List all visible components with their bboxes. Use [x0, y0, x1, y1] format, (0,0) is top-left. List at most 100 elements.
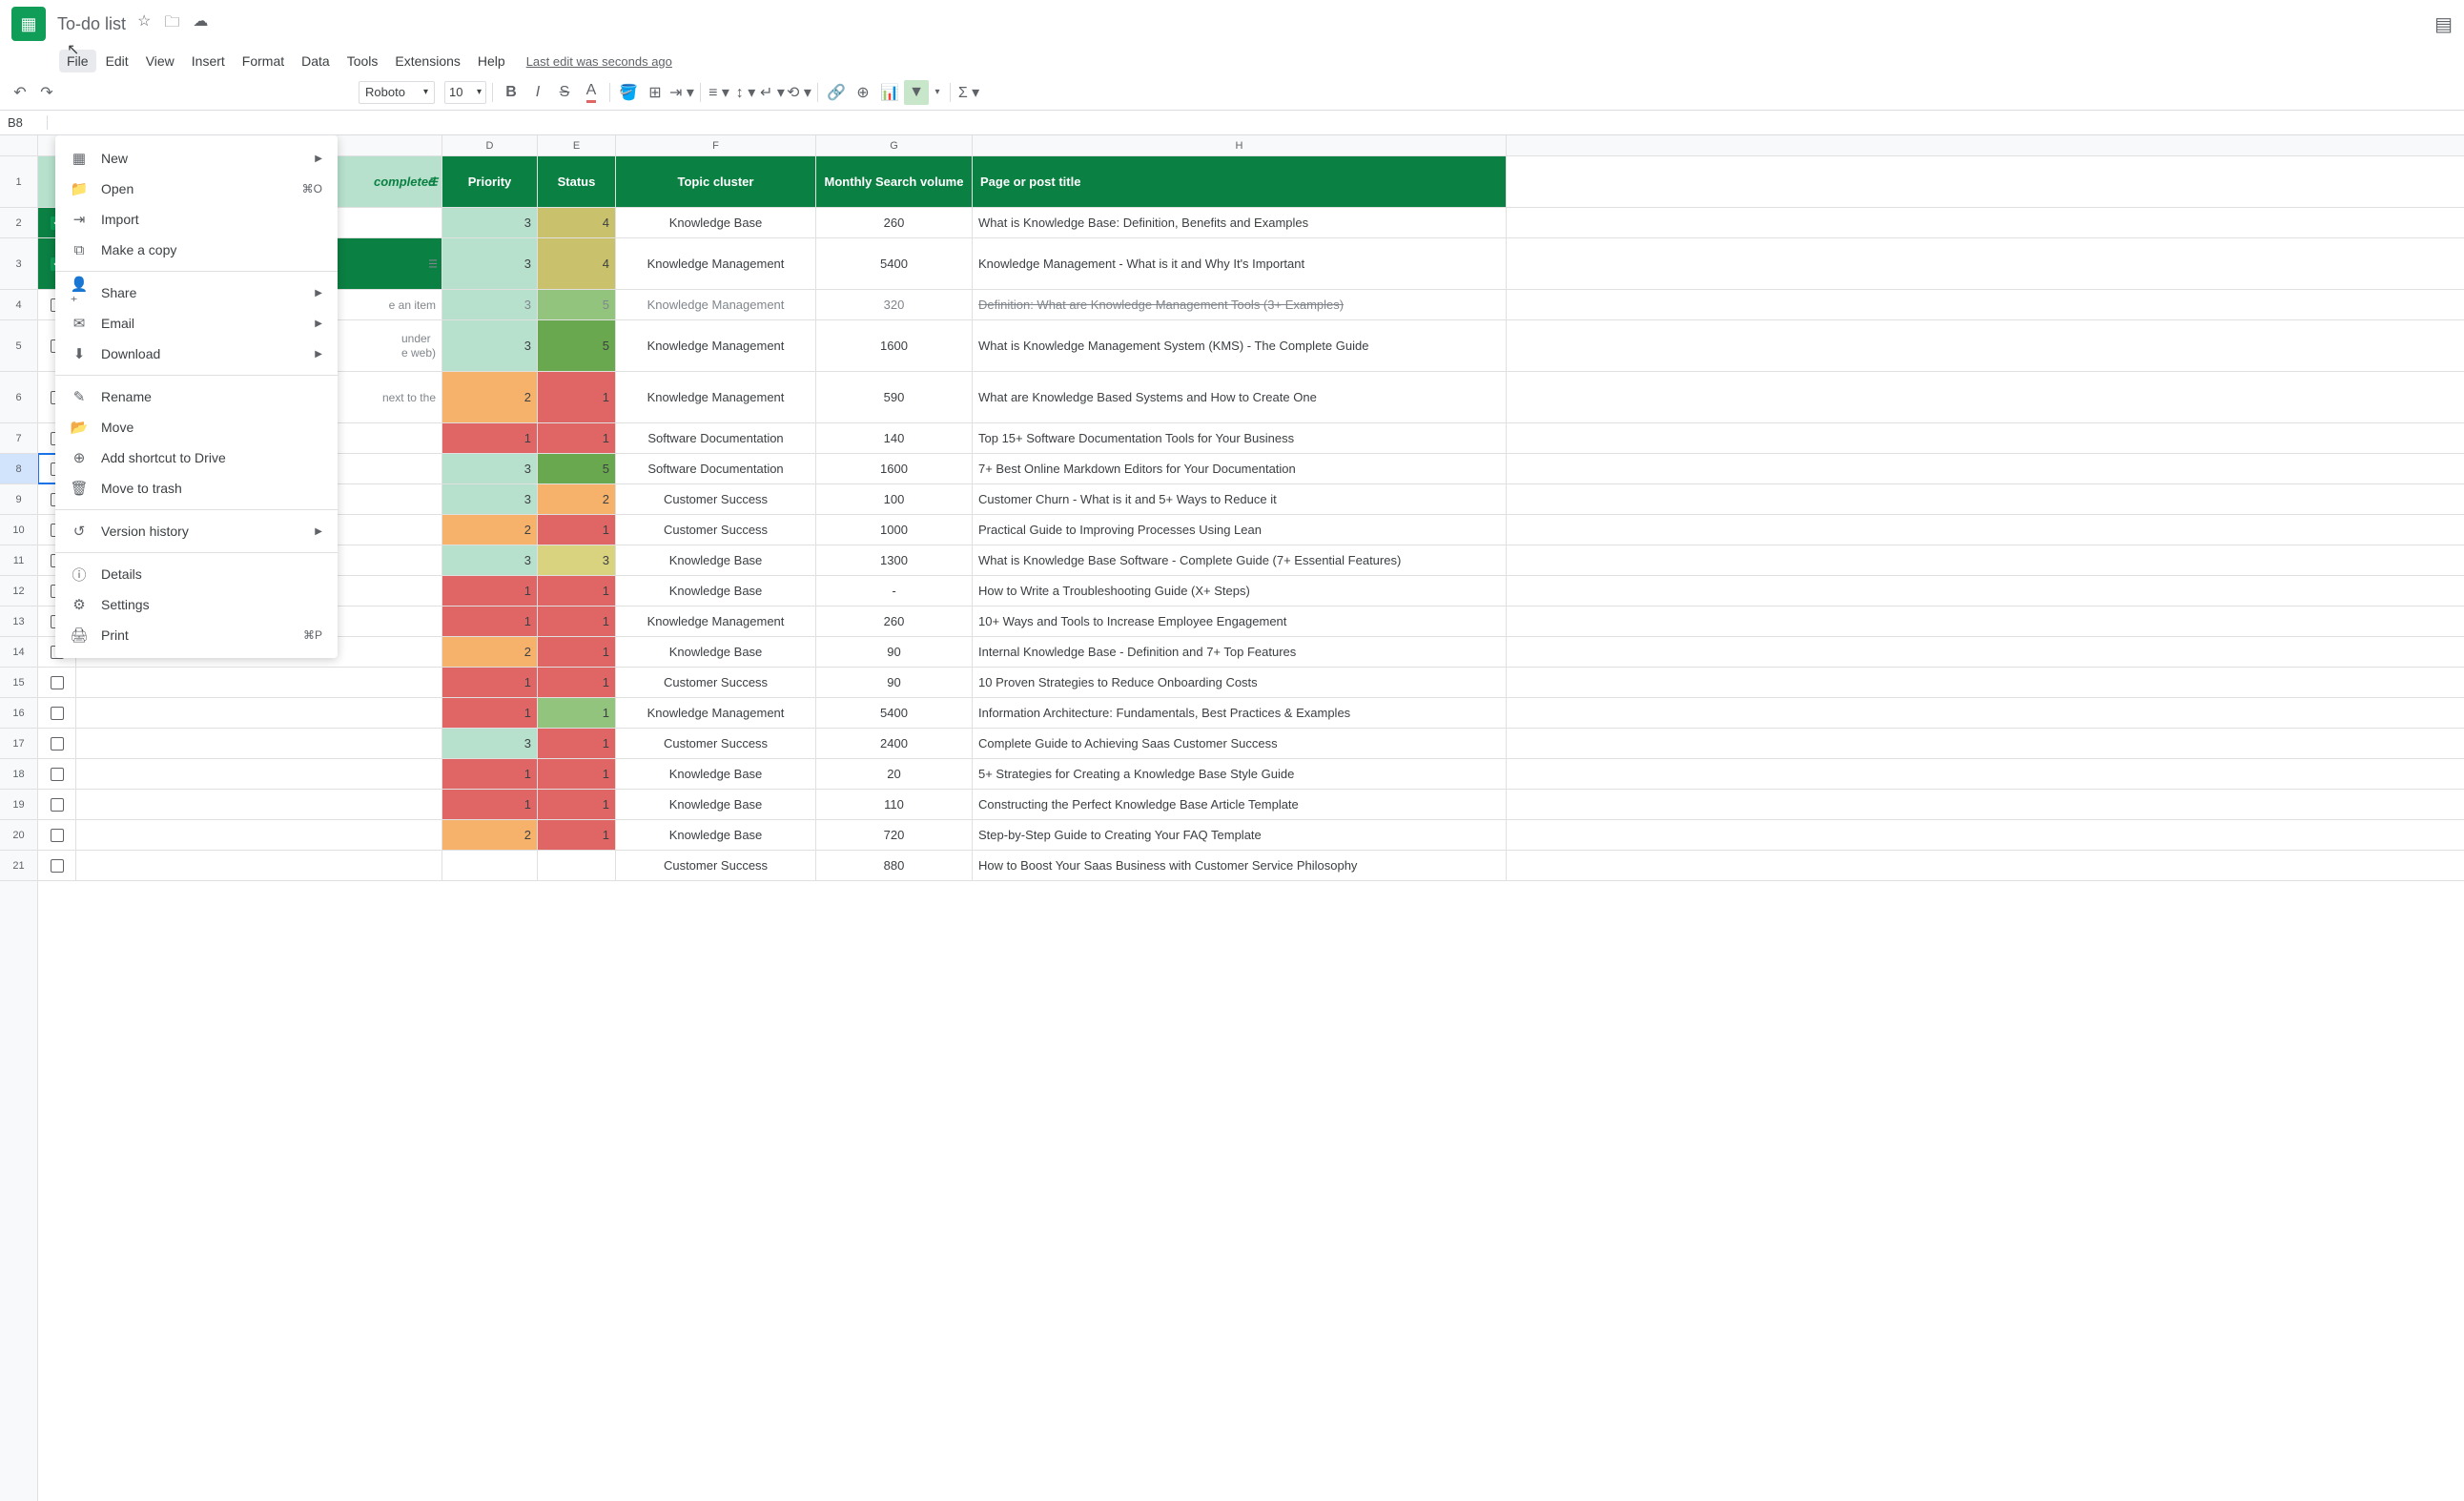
page-title-cell[interactable]: Customer Churn - What is it and 5+ Ways … [973, 484, 1507, 514]
priority-cell[interactable]: 1 [442, 698, 538, 728]
topic-cluster-cell[interactable]: Knowledge Management [616, 372, 816, 422]
header-cell[interactable]: Page or post title [973, 156, 1507, 207]
borders-button[interactable]: ⊞ [643, 80, 667, 105]
search-volume-cell[interactable]: 260 [816, 607, 973, 636]
topic-cluster-cell[interactable]: Software Documentation [616, 423, 816, 453]
priority-cell[interactable]: 3 [442, 290, 538, 319]
search-volume-cell[interactable]: 320 [816, 290, 973, 319]
file-menu-import[interactable]: ⇥Import [55, 204, 338, 235]
topic-cluster-cell[interactable]: Software Documentation [616, 454, 816, 483]
file-menu-details[interactable]: ⓘDetails [55, 559, 338, 589]
task-title-cell[interactable] [76, 759, 442, 789]
search-volume-cell[interactable]: 90 [816, 637, 973, 667]
row-header[interactable]: 2 [0, 208, 37, 238]
page-title-cell[interactable]: What is Knowledge Management System (KMS… [973, 320, 1507, 371]
priority-cell[interactable]: 3 [442, 454, 538, 483]
star-icon[interactable]: ☆ [137, 11, 151, 37]
topic-cluster-cell[interactable]: Knowledge Management [616, 607, 816, 636]
priority-cell[interactable]: 1 [442, 423, 538, 453]
page-title-cell[interactable]: What is Knowledge Base: Definition, Bene… [973, 208, 1507, 237]
task-title-cell[interactable] [76, 851, 442, 880]
cloud-status-icon[interactable]: ☁ [193, 11, 208, 37]
priority-cell[interactable]: 3 [442, 238, 538, 289]
status-cell[interactable]: 3 [538, 545, 616, 575]
insert-comment-button[interactable]: ⊕ [851, 80, 875, 105]
topic-cluster-cell[interactable]: Knowledge Base [616, 790, 816, 819]
page-title-cell[interactable]: How to Write a Troubleshooting Guide (X+… [973, 576, 1507, 606]
search-volume-cell[interactable]: 20 [816, 759, 973, 789]
row-header[interactable]: 18 [0, 759, 37, 790]
row-header[interactable]: 19 [0, 790, 37, 820]
filter-dropdown-button[interactable]: ▾ [931, 80, 944, 105]
h-align-button[interactable]: ≡ ▾ [707, 80, 731, 105]
status-cell[interactable]: 4 [538, 238, 616, 289]
status-cell[interactable]: 1 [538, 698, 616, 728]
search-volume-cell[interactable]: 90 [816, 668, 973, 697]
search-volume-cell[interactable]: 880 [816, 851, 973, 880]
task-title-cell[interactable] [76, 698, 442, 728]
search-volume-cell[interactable]: 260 [816, 208, 973, 237]
status-cell[interactable]: 1 [538, 668, 616, 697]
page-title-cell[interactable]: Knowledge Management - What is it and Wh… [973, 238, 1507, 289]
task-checkbox[interactable] [51, 707, 64, 720]
row-header[interactable]: 11 [0, 545, 37, 576]
page-title-cell[interactable]: Top 15+ Software Documentation Tools for… [973, 423, 1507, 453]
topic-cluster-cell[interactable]: Knowledge Management [616, 320, 816, 371]
task-checkbox[interactable] [51, 829, 64, 842]
topic-cluster-cell[interactable]: Customer Success [616, 515, 816, 545]
file-menu-share[interactable]: 👤⁺Share▶ [55, 278, 338, 308]
column-header-E[interactable]: E [538, 135, 616, 155]
move-folder-icon[interactable]: 🗀 [164, 11, 179, 37]
file-menu-open[interactable]: 📁Open⌘O [55, 174, 338, 204]
search-volume-cell[interactable]: 590 [816, 372, 973, 422]
task-checkbox[interactable] [51, 798, 64, 812]
select-all-corner[interactable] [0, 135, 37, 156]
task-checkbox[interactable] [51, 676, 64, 689]
file-menu-download[interactable]: ⬇Download▶ [55, 339, 338, 369]
page-title-cell[interactable]: Complete Guide to Achieving Saas Custome… [973, 729, 1507, 758]
merge-button[interactable]: ⇥ ▾ [669, 80, 694, 105]
row-header[interactable]: 15 [0, 668, 37, 698]
file-menu-settings[interactable]: ⚙Settings [55, 589, 338, 620]
page-title-cell[interactable]: Practical Guide to Improving Processes U… [973, 515, 1507, 545]
checkbox-cell[interactable] [38, 698, 76, 728]
status-cell[interactable] [538, 851, 616, 880]
file-menu-rename[interactable]: ✎Rename [55, 381, 338, 412]
priority-cell[interactable]: 1 [442, 759, 538, 789]
page-title-cell[interactable]: Definition: What are Knowledge Managemen… [973, 290, 1507, 319]
page-title-cell[interactable]: 10 Proven Strategies to Reduce Onboardin… [973, 668, 1507, 697]
row-header[interactable]: 6 [0, 372, 37, 423]
status-cell[interactable]: 2 [538, 484, 616, 514]
menu-extensions[interactable]: Extensions [387, 50, 467, 72]
page-title-cell[interactable]: 5+ Strategies for Creating a Knowledge B… [973, 759, 1507, 789]
page-title-cell[interactable]: What are Knowledge Based Systems and How… [973, 372, 1507, 422]
page-title-cell[interactable]: Information Architecture: Fundamentals, … [973, 698, 1507, 728]
search-volume-cell[interactable]: 100 [816, 484, 973, 514]
file-menu-print[interactable]: 🖨Print⌘P [55, 620, 338, 650]
insert-chart-button[interactable]: 📊 [877, 80, 902, 105]
menu-view[interactable]: View [138, 50, 182, 72]
column-header-H[interactable]: H [973, 135, 1507, 155]
status-cell[interactable]: 1 [538, 372, 616, 422]
priority-cell[interactable]: 3 [442, 320, 538, 371]
priority-cell[interactable]: 1 [442, 576, 538, 606]
status-cell[interactable]: 1 [538, 790, 616, 819]
search-volume-cell[interactable]: - [816, 576, 973, 606]
topic-cluster-cell[interactable]: Customer Success [616, 484, 816, 514]
doc-title[interactable]: To-do list [57, 14, 126, 34]
topic-cluster-cell[interactable]: Knowledge Base [616, 545, 816, 575]
row-header[interactable]: 8 [0, 454, 37, 484]
file-menu-move[interactable]: 📂Move [55, 412, 338, 442]
row-header[interactable]: 21 [0, 851, 37, 881]
v-align-button[interactable]: ↕ ▾ [733, 80, 758, 105]
topic-cluster-cell[interactable]: Knowledge Base [616, 208, 816, 237]
priority-cell[interactable]: 3 [442, 545, 538, 575]
page-title-cell[interactable]: How to Boost Your Saas Business with Cus… [973, 851, 1507, 880]
topic-cluster-cell[interactable]: Customer Success [616, 729, 816, 758]
checkbox-cell[interactable] [38, 729, 76, 758]
status-cell[interactable]: 1 [538, 820, 616, 850]
name-box[interactable]: B8 [0, 115, 48, 130]
status-cell[interactable]: 1 [538, 576, 616, 606]
search-volume-cell[interactable]: 1000 [816, 515, 973, 545]
row-header[interactable]: 20 [0, 820, 37, 851]
